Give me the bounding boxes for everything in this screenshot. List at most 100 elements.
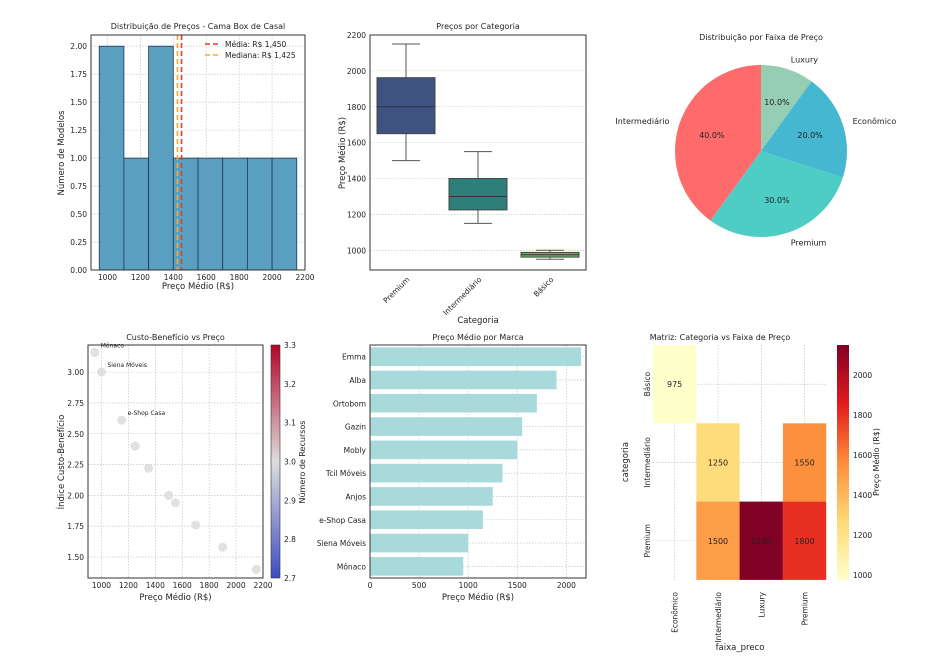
y-tick-label: 2.00	[67, 491, 84, 500]
chart-title: Distribuição por Faixa de Preço	[699, 33, 823, 42]
heatmap-cell	[696, 423, 740, 502]
slice-percent: 40.0%	[699, 131, 725, 140]
x-tick-label: Econômico	[671, 592, 680, 633]
scatter-point	[144, 463, 154, 473]
box-1	[448, 178, 508, 211]
y-tick-label: 1.00	[70, 154, 87, 163]
x-tick-label: 1600	[197, 273, 216, 282]
x-tick-label: 0	[368, 581, 373, 590]
x-tick-label: Premium	[801, 592, 810, 625]
y-tick-label: Mônaco	[337, 562, 367, 571]
x-tick-label: 1800	[200, 581, 219, 590]
y-tick-label: 1.50	[67, 553, 84, 562]
cell-value: 1500	[708, 537, 728, 546]
bar	[370, 393, 537, 413]
x-tick-label: Luxury	[757, 591, 766, 617]
colorbar-tick-label: 3.2	[284, 380, 296, 389]
histogram-bar	[246, 157, 273, 271]
chart-title: Custo-Benefício vs Preço	[126, 333, 225, 342]
histogram-bar	[197, 157, 224, 271]
colorbar-tick-label: 1600	[853, 451, 872, 460]
x-tick-label: 500	[412, 581, 427, 590]
scatter-point	[130, 441, 140, 451]
y-tick-label: 2.50	[67, 430, 84, 439]
colorbar-tick-label: 3.3	[284, 341, 296, 350]
bar	[370, 347, 582, 366]
pie-slice	[710, 151, 843, 238]
bar	[370, 510, 483, 530]
y-tick-label: Básico	[643, 372, 652, 397]
x-tick-label: 2000	[227, 581, 246, 590]
bar	[370, 370, 557, 390]
bar	[370, 440, 518, 460]
slice-label: Premium	[791, 239, 827, 248]
y-tick-label: Premium	[643, 524, 652, 557]
y-tick-label: 0.50	[70, 210, 87, 219]
y-tick-label: 2.25	[67, 461, 84, 470]
y-tick-label: Anjos	[346, 492, 367, 501]
bar	[370, 533, 469, 553]
colorbar-tick-label: 2.7	[284, 574, 296, 583]
y-tick-label: 1000	[347, 246, 366, 255]
box-0	[376, 77, 436, 135]
slice-label: Econômico	[853, 116, 897, 126]
pie-slice	[761, 65, 812, 151]
x-axis-label: faixa_preco	[716, 643, 765, 653]
histogram-bar	[222, 157, 248, 271]
cell-value: 1800	[794, 537, 814, 546]
y-tick-label: 2000	[347, 67, 366, 76]
x-tick-label: 2000	[263, 273, 282, 282]
chart-title: Preço Médio por Marca	[432, 332, 523, 342]
scatter-point	[218, 542, 228, 552]
y-tick-label: 1400	[347, 175, 366, 184]
colorbar-tick-label: 1200	[853, 531, 872, 540]
bar	[370, 487, 493, 506]
histogram-bar	[123, 157, 150, 271]
slice-label: Luxury	[791, 55, 818, 64]
y-tick-label: Mobly	[344, 446, 367, 455]
x-tick-label: 1800	[230, 273, 249, 282]
x-tick-label: Intermediário	[441, 275, 483, 317]
y-tick-label: 1.50	[70, 98, 87, 107]
y-tick-label: 2.75	[67, 399, 84, 408]
x-axis-label: Preço Médio (R$)	[139, 592, 211, 603]
colorbar-tick-label: 1000	[853, 571, 872, 580]
colorbar-label: Número de Recursos	[298, 421, 307, 504]
y-tick-label: 1800	[347, 103, 366, 112]
cell-value: 1550	[794, 458, 814, 467]
y-tick-label: 2200	[347, 31, 366, 40]
x-tick-label: 2200	[253, 581, 272, 590]
point-label: Mônaco	[101, 342, 125, 349]
slice-percent: 30.0%	[764, 196, 790, 205]
x-tick-label: 1400	[146, 581, 165, 590]
colorbar-tick-label: 3.1	[284, 419, 296, 428]
x-axis-label: Categoria	[457, 316, 498, 326]
colorbar-label: Preço Médio (R$)	[871, 428, 881, 496]
colorbar-tick-label: 2.8	[284, 535, 296, 544]
axes-frame	[90, 34, 306, 271]
slice-label: Intermediário	[615, 117, 669, 126]
scatter-point	[171, 498, 180, 508]
scatter-point	[96, 367, 106, 377]
chart-title: Preços por Categoria	[436, 22, 520, 31]
x-axis-label: Preço Médio (R$)	[442, 592, 514, 603]
slice-percent: 10.0%	[764, 98, 790, 107]
x-tick-label: 1000	[92, 581, 111, 590]
y-tick-label: Gazin	[345, 423, 366, 432]
heatmap-cell	[739, 501, 783, 580]
y-tick-label: e-Shop Casa	[319, 516, 366, 525]
colorbar-tick-label: 2.9	[284, 496, 296, 505]
x-tick-label: 1200	[131, 273, 150, 282]
y-tick-label: 3.00	[67, 368, 84, 377]
y-tick-label: Siena Móveis	[317, 539, 366, 548]
x-tick-label: 1500	[508, 581, 527, 590]
axes-frame	[87, 344, 264, 579]
scatter-point	[251, 564, 261, 574]
histogram-bar	[271, 157, 298, 271]
y-tick-label: 0.00	[70, 266, 87, 275]
chart-title: Matriz: Categoria vs Faixa de Preço	[650, 333, 791, 342]
x-tick-label: Intermediário	[714, 592, 723, 643]
axes-frame	[369, 344, 587, 579]
point-label: Siena Móveis	[107, 362, 146, 369]
